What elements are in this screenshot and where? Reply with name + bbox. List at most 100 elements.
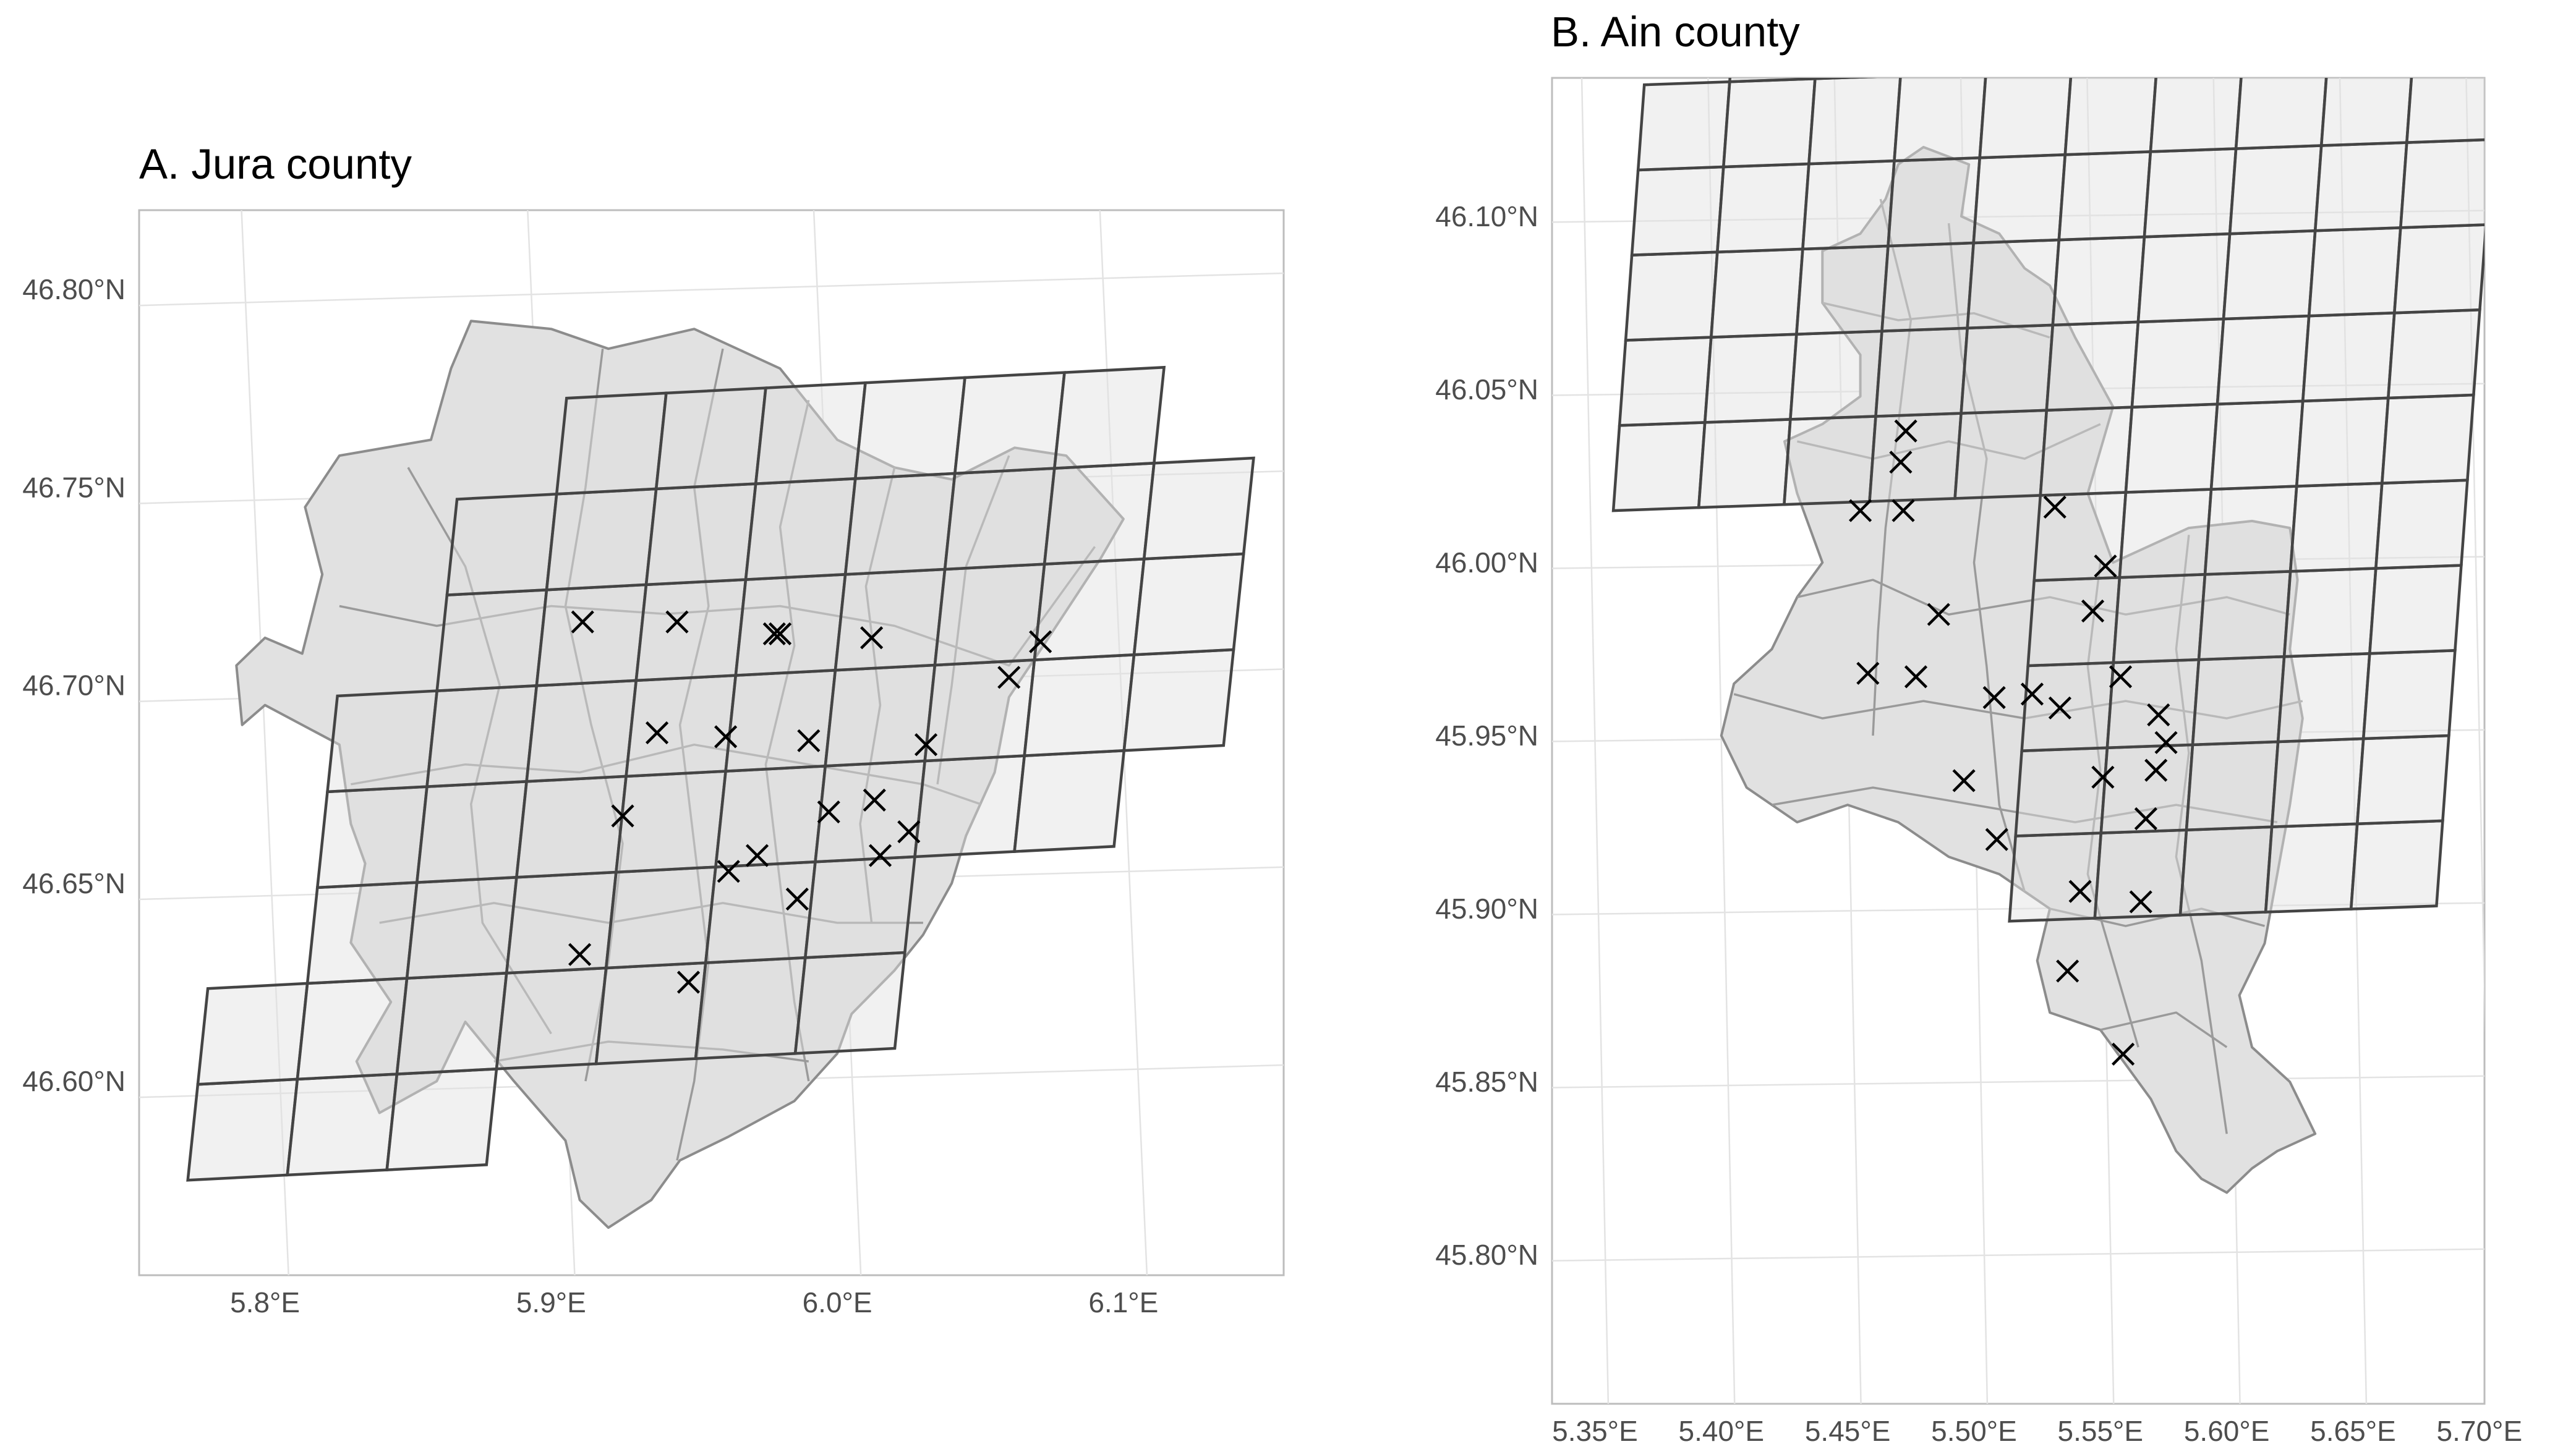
grid-cell xyxy=(505,870,618,975)
site-marker xyxy=(676,970,701,994)
commune-border xyxy=(1772,786,2278,823)
grid-cell xyxy=(604,865,717,970)
grid-cell xyxy=(1807,78,1902,166)
site-marker xyxy=(2056,959,2079,983)
grid-cell xyxy=(2264,822,2359,914)
site-marker xyxy=(1904,665,1928,689)
grid-cell xyxy=(2295,396,2390,488)
site-marker xyxy=(997,666,1021,689)
grid-cell xyxy=(1721,78,1817,169)
grid-cell xyxy=(2307,226,2402,318)
grid-cell xyxy=(1813,78,1877,80)
x-tick-label: 5.9°E xyxy=(516,1286,586,1318)
grid-cell xyxy=(913,754,1026,859)
commune-border xyxy=(2100,1011,2228,1048)
grid-cell xyxy=(1142,456,1255,561)
grid-cell xyxy=(1033,557,1146,661)
grid-cell xyxy=(2301,311,2396,403)
site-marker xyxy=(745,844,769,867)
commune-border xyxy=(1797,423,2101,460)
grid-cell xyxy=(1023,653,1136,757)
parallel-line xyxy=(139,272,1284,307)
commune-border xyxy=(564,348,624,1082)
site-marker xyxy=(2134,807,2157,831)
commune-border xyxy=(1947,223,2026,892)
grid-cell xyxy=(325,689,439,794)
panel-jura: A. Jura county 5.8°E 5.9°E 6.0°E 6.1°E 46.6… xyxy=(22,140,1285,1318)
grid-cell xyxy=(594,961,707,1066)
commune-border xyxy=(2086,562,2139,1048)
grid-cell xyxy=(614,770,728,874)
site-marker xyxy=(1848,499,1872,522)
grid-cell xyxy=(2399,138,2484,229)
site-marker xyxy=(1856,661,1880,685)
site-marker xyxy=(1891,499,1915,522)
site-marker xyxy=(568,943,592,966)
grid-cell xyxy=(1636,80,1731,172)
grid-cell xyxy=(2355,734,2450,826)
commune-border xyxy=(1797,579,2290,616)
grid-cell xyxy=(2026,575,2122,668)
grid-cell xyxy=(1618,336,1713,427)
site-markers xyxy=(1848,419,2178,1066)
grid-cell xyxy=(2368,564,2463,655)
site-marker xyxy=(863,788,886,812)
grid-cell xyxy=(2008,831,2103,923)
grid-cell xyxy=(514,775,628,879)
grid-cell xyxy=(445,492,558,597)
grid-cell xyxy=(1013,749,1126,853)
site-marker xyxy=(571,610,594,634)
grid-cell xyxy=(1901,0,1992,75)
meridian-line xyxy=(2465,78,2484,1033)
site-marker xyxy=(665,610,689,634)
site-marker xyxy=(2043,495,2066,519)
grid-cell xyxy=(2405,78,2484,144)
grid-cell xyxy=(2216,314,2311,406)
grid-cell xyxy=(2319,78,2413,147)
grid-cell xyxy=(535,583,648,687)
grid-cell xyxy=(2071,0,2163,70)
grid-cell xyxy=(495,966,608,1071)
grid-cell xyxy=(744,477,857,581)
grid-cell xyxy=(2276,652,2371,744)
site-marker xyxy=(2068,880,2092,903)
site-marker xyxy=(2094,554,2117,578)
site-marker xyxy=(1982,686,2006,710)
grid-cell xyxy=(315,785,429,889)
grid-cell xyxy=(2228,144,2323,236)
grid-cell xyxy=(1728,78,1817,83)
grid-cell xyxy=(2093,828,2188,920)
parallel-line xyxy=(1552,1248,2484,1262)
grid-cell xyxy=(1624,250,1719,342)
grid-cell xyxy=(1122,648,1235,752)
commune-border xyxy=(1872,198,1913,736)
grid-cell xyxy=(694,956,807,1060)
parallel-line xyxy=(1552,902,2484,915)
x-tick-label: 5.35°E xyxy=(1552,1415,1638,1447)
grid-cell xyxy=(1697,418,1792,509)
site-marker xyxy=(2020,682,2044,706)
site-marker xyxy=(868,844,892,867)
x-axis-ticks: 5.35°E 5.40°E 5.45°E 5.50°E 5.55°E 5.60°E 5.65… xyxy=(1552,1415,2522,1447)
grid-cell xyxy=(2392,223,2484,315)
panel-ain: B. Ain county 5.35°E 5.40°E 5.45°E 5.50°E 5.… xyxy=(1435,0,2522,1447)
y-tick-label: 45.80°N xyxy=(1435,1239,1538,1271)
grid-cell xyxy=(385,1067,498,1171)
site-marker xyxy=(2147,703,2170,727)
grid-cell xyxy=(2185,740,2280,832)
grid-cell xyxy=(1703,333,1798,424)
grid-cell xyxy=(2349,819,2444,911)
grid-cell xyxy=(2380,393,2475,485)
grid-cell xyxy=(2361,648,2457,741)
grid-cell xyxy=(405,875,518,980)
x-tick-label: 5.45°E xyxy=(1805,1415,1891,1447)
county-boundary xyxy=(1720,146,2317,1194)
grid-cell xyxy=(1043,461,1156,566)
grid-cell xyxy=(1132,552,1245,656)
grid-cell xyxy=(545,487,658,592)
grid-cell xyxy=(1052,365,1166,470)
grid-cell xyxy=(2222,229,2317,321)
grid-cell xyxy=(2191,655,2286,747)
y-tick-label: 46.05°N xyxy=(1435,373,1538,405)
grid-cell xyxy=(2032,491,2128,582)
